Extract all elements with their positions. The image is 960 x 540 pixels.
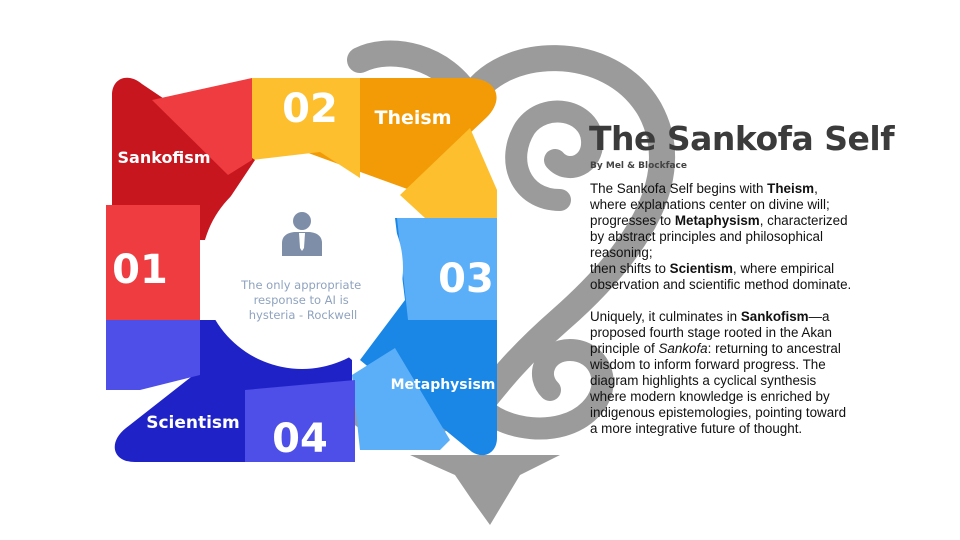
stage-04-label: Scientism (146, 413, 240, 433)
stage-01-label: Sankofism (118, 148, 211, 167)
stage-04-number: 04 (272, 416, 328, 462)
byline: By Mel & Blockface (590, 161, 687, 171)
italic-term: Sankofa (658, 341, 708, 356)
bold-term: Metaphysism (674, 213, 760, 228)
text-run: : returning to ancestral wisdom to infor… (590, 341, 847, 436)
bold-term: Scientism (669, 261, 733, 276)
text-run: , characterized by abstract principles a… (590, 213, 848, 260)
sankofa-symbol-base (410, 455, 560, 525)
bold-term: Sankofism (740, 309, 809, 324)
description-paragraph-1: The Sankofa Self begins with Theism, whe… (590, 181, 852, 293)
text-run: Uniquely, it culminates in (590, 309, 741, 324)
bold-term: Theism (767, 181, 815, 196)
center-quote-line-3: hysteria - Rockwell (249, 308, 357, 322)
stage-01-segment[interactable] (106, 77, 255, 320)
stage-01-number: 01 (112, 247, 168, 293)
stage-02-label: Theism (375, 107, 452, 129)
stage-02-number: 02 (282, 86, 338, 132)
text-run: , where empirical observation and scient… (590, 261, 852, 292)
text-run: , where explanations center on divine wi… (590, 181, 830, 228)
center-circle (201, 167, 403, 369)
business-person-icon (282, 212, 322, 256)
text-run: The Sankofa Self begins with (590, 181, 768, 196)
center-quote-line-2: response to AI is (254, 293, 349, 307)
description: The Sankofa Self begins with Theism, whe… (590, 181, 852, 437)
center-quote-line-1: The only appropriate (240, 278, 361, 292)
stage-03-number: 03 (438, 256, 494, 302)
description-paragraph-2: Uniquely, it culminates in Sankofism—a p… (590, 309, 852, 437)
stage-03-label: Metaphysism (391, 377, 496, 393)
stage-03-segment[interactable] (352, 218, 497, 456)
page-title: The Sankofa Self (589, 119, 895, 158)
stage-02-segment[interactable] (252, 78, 497, 218)
center-quote: The only appropriate response to AI is h… (240, 278, 365, 322)
text-run: —a proposed fourth stage rooted in the A… (590, 309, 832, 356)
text-run: then shifts to (590, 261, 670, 276)
